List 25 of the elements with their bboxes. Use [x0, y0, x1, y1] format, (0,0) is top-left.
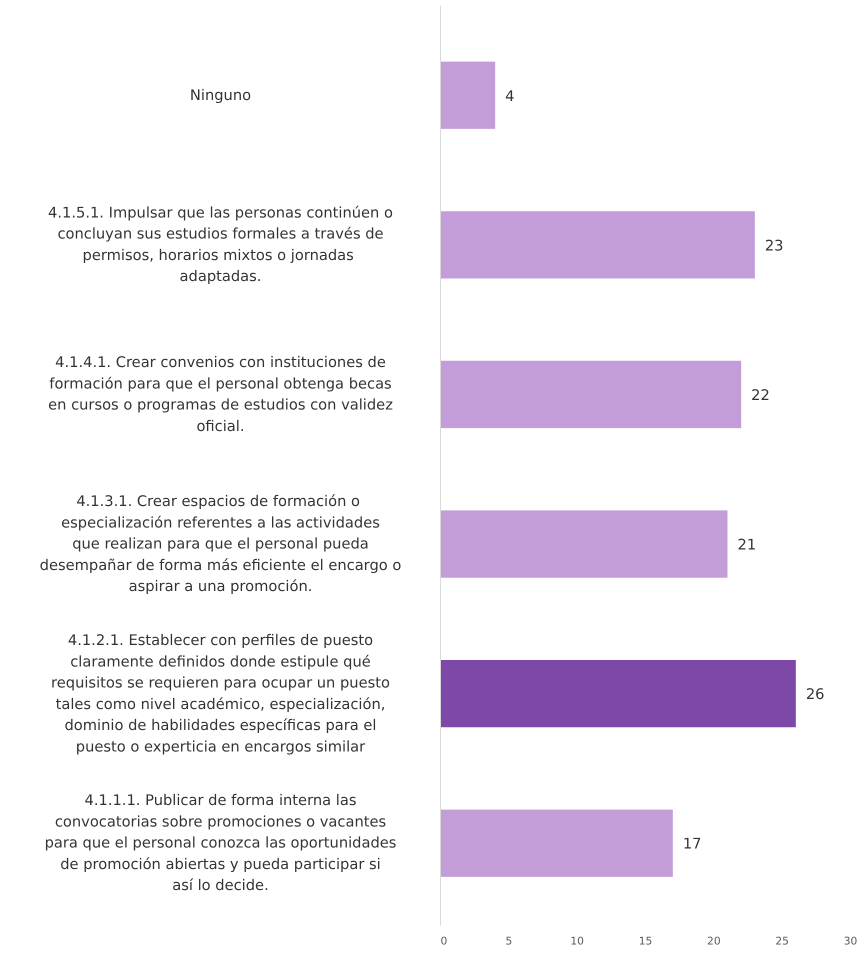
data-label: 17	[682, 836, 702, 853]
data-label: 26	[806, 686, 824, 704]
data-label: 21	[738, 536, 756, 554]
bar	[440, 211, 755, 279]
data-label: 23	[764, 237, 784, 254]
bar	[440, 810, 673, 877]
x-tick-label: 25	[775, 934, 789, 948]
data-label: 4	[505, 88, 514, 105]
x-tick-label: 15	[638, 934, 652, 948]
y-tick-label: 4.1.4.1. Crear convenios con instituciones de formación para que el personal obtenga becas en cursos o programas de estudios con validez oficial.	[48, 354, 394, 435]
y-tick-label: 4.1.5.1. Impulsar que las personas continúen o concluyan sus estudios formales a través de permisos, horarios mixtos o jornadas adaptadas.	[48, 204, 393, 286]
x-tick-label: 0	[440, 934, 448, 948]
y-tick-label: Ninguno	[190, 86, 252, 104]
data-label: 22	[751, 386, 770, 404]
bar	[440, 510, 728, 578]
x-tick-label: 5	[505, 934, 512, 948]
x-tick-label: 10	[570, 934, 584, 948]
y-tick-label: 4.1.3.1. Crear espacios de formación o especialización referentes a las actividades que realizan para que el personal pueda desempañar de forma más eficiente el encargo o aspirar a una promoción.	[40, 493, 402, 596]
bar	[440, 660, 796, 728]
bar	[440, 62, 496, 129]
y-tick-label: 4.1.1.1. Publicar de forma interna las convocatorias sobre promociones o vacantes para que el personal conozca las oportunidades de promoción abiertas y pueda participar si así lo decide.	[44, 792, 396, 894]
bar	[440, 360, 742, 428]
x-tick-label: 30	[844, 934, 858, 948]
x-tick-label: 20	[707, 934, 721, 948]
y-tick-label: 4.1.2.1. Establecer con perfiles de puesto claramente definidos donde estipule qué requisitos se requieren para ocupar un puesto tales como nivel académico, especialización, dominio de habilidades específicas para el puesto o experticia en encargos similar	[51, 632, 390, 756]
